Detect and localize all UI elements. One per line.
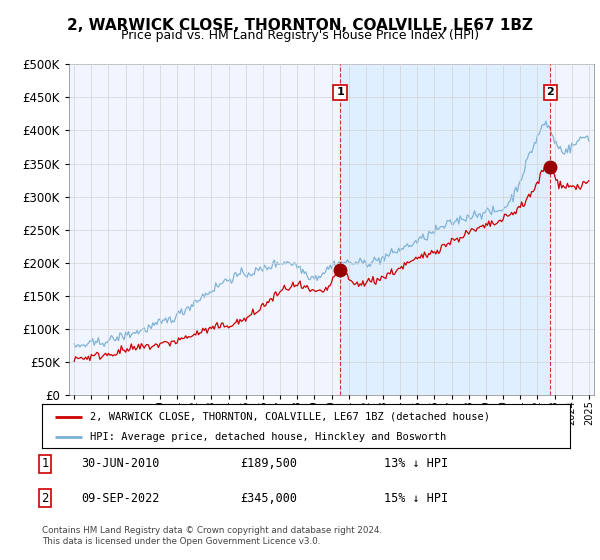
Bar xyxy=(340,64,550,395)
Text: 2, WARWICK CLOSE, THORNTON, COALVILLE, LE67 1BZ (detached house): 2, WARWICK CLOSE, THORNTON, COALVILLE, L… xyxy=(89,412,490,422)
Text: 09-SEP-2022: 09-SEP-2022 xyxy=(81,492,160,505)
Text: 1: 1 xyxy=(41,457,49,470)
Text: 13% ↓ HPI: 13% ↓ HPI xyxy=(384,457,448,470)
Text: HPI: Average price, detached house, Hinckley and Bosworth: HPI: Average price, detached house, Hinc… xyxy=(89,432,446,442)
Text: 1: 1 xyxy=(336,87,344,97)
Text: Contains HM Land Registry data © Crown copyright and database right 2024.
This d: Contains HM Land Registry data © Crown c… xyxy=(42,526,382,546)
Text: 30-JUN-2010: 30-JUN-2010 xyxy=(81,457,160,470)
Text: 2: 2 xyxy=(547,87,554,97)
Text: 2, WARWICK CLOSE, THORNTON, COALVILLE, LE67 1BZ: 2, WARWICK CLOSE, THORNTON, COALVILLE, L… xyxy=(67,18,533,33)
Text: £189,500: £189,500 xyxy=(240,457,297,470)
Text: 15% ↓ HPI: 15% ↓ HPI xyxy=(384,492,448,505)
Text: 2: 2 xyxy=(41,492,49,505)
Text: Price paid vs. HM Land Registry's House Price Index (HPI): Price paid vs. HM Land Registry's House … xyxy=(121,29,479,42)
Text: £345,000: £345,000 xyxy=(240,492,297,505)
